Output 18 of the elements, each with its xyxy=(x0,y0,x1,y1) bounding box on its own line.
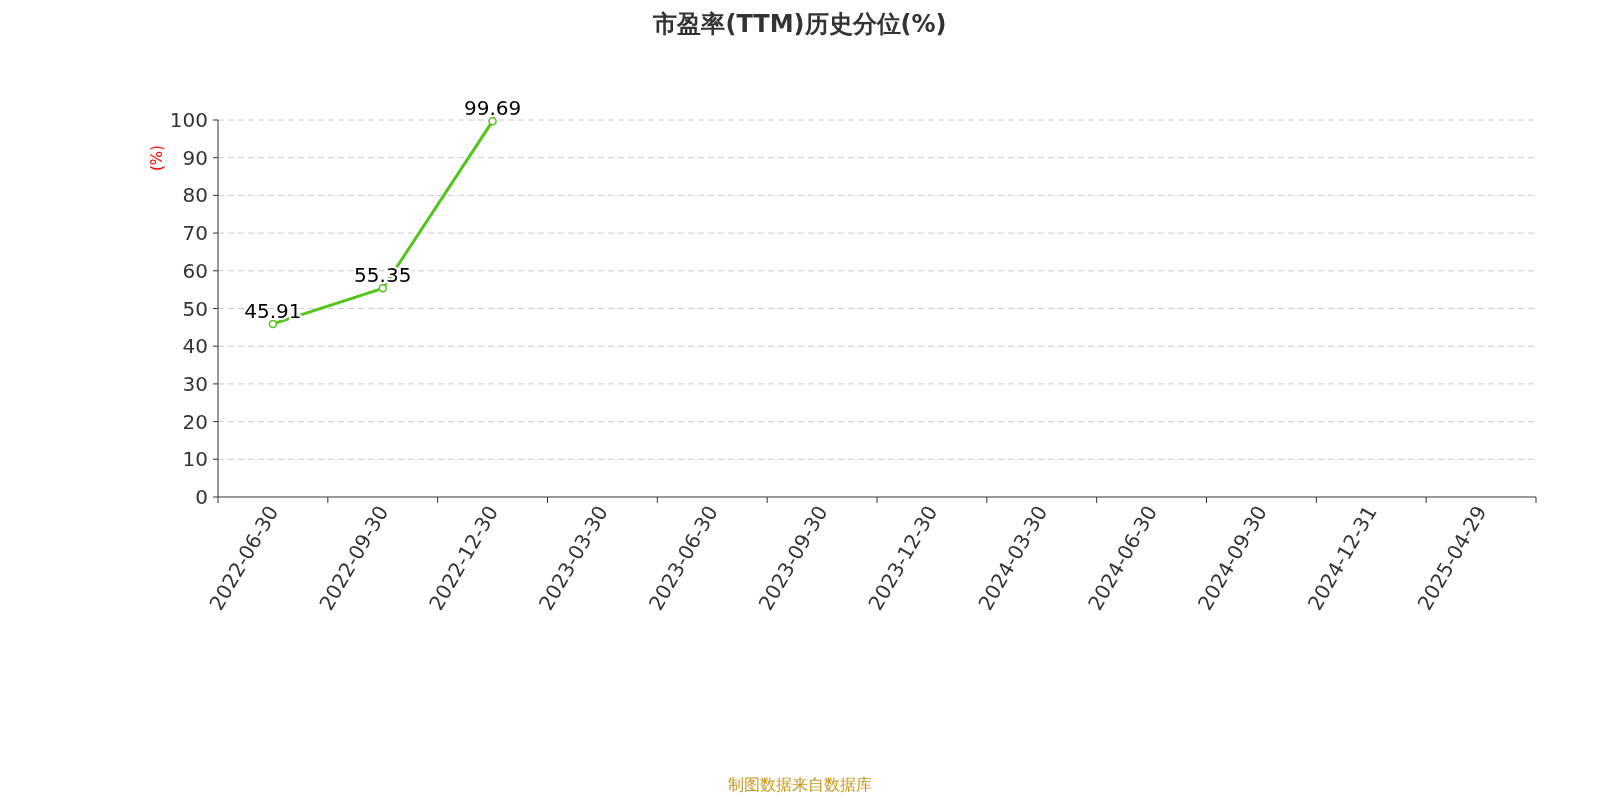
data-label: 99.69 xyxy=(463,96,522,121)
point xyxy=(488,116,497,126)
y-tick-label: 70 xyxy=(182,221,208,246)
y-tick-label: 50 xyxy=(182,296,208,321)
y-tick-label: 60 xyxy=(182,258,208,283)
y-tick-label: 40 xyxy=(182,334,208,359)
y-tick-label: 10 xyxy=(182,447,208,472)
y-axis-title: (%) xyxy=(148,145,166,171)
y-tick-label: 100 xyxy=(169,108,208,132)
y-tick-label: 90 xyxy=(182,145,208,170)
chart-title: 市盈率(TTM)历史分位(%) xyxy=(652,10,947,38)
y-tick-label: 80 xyxy=(182,183,208,208)
y-tick-label: 30 xyxy=(182,371,208,396)
y-tick-label: 20 xyxy=(182,409,208,434)
point xyxy=(268,319,278,329)
text: 制图数据来自数据库 xyxy=(728,775,872,794)
data-label: 45.91 xyxy=(244,298,302,323)
y-tick-label: 0 xyxy=(195,485,208,509)
